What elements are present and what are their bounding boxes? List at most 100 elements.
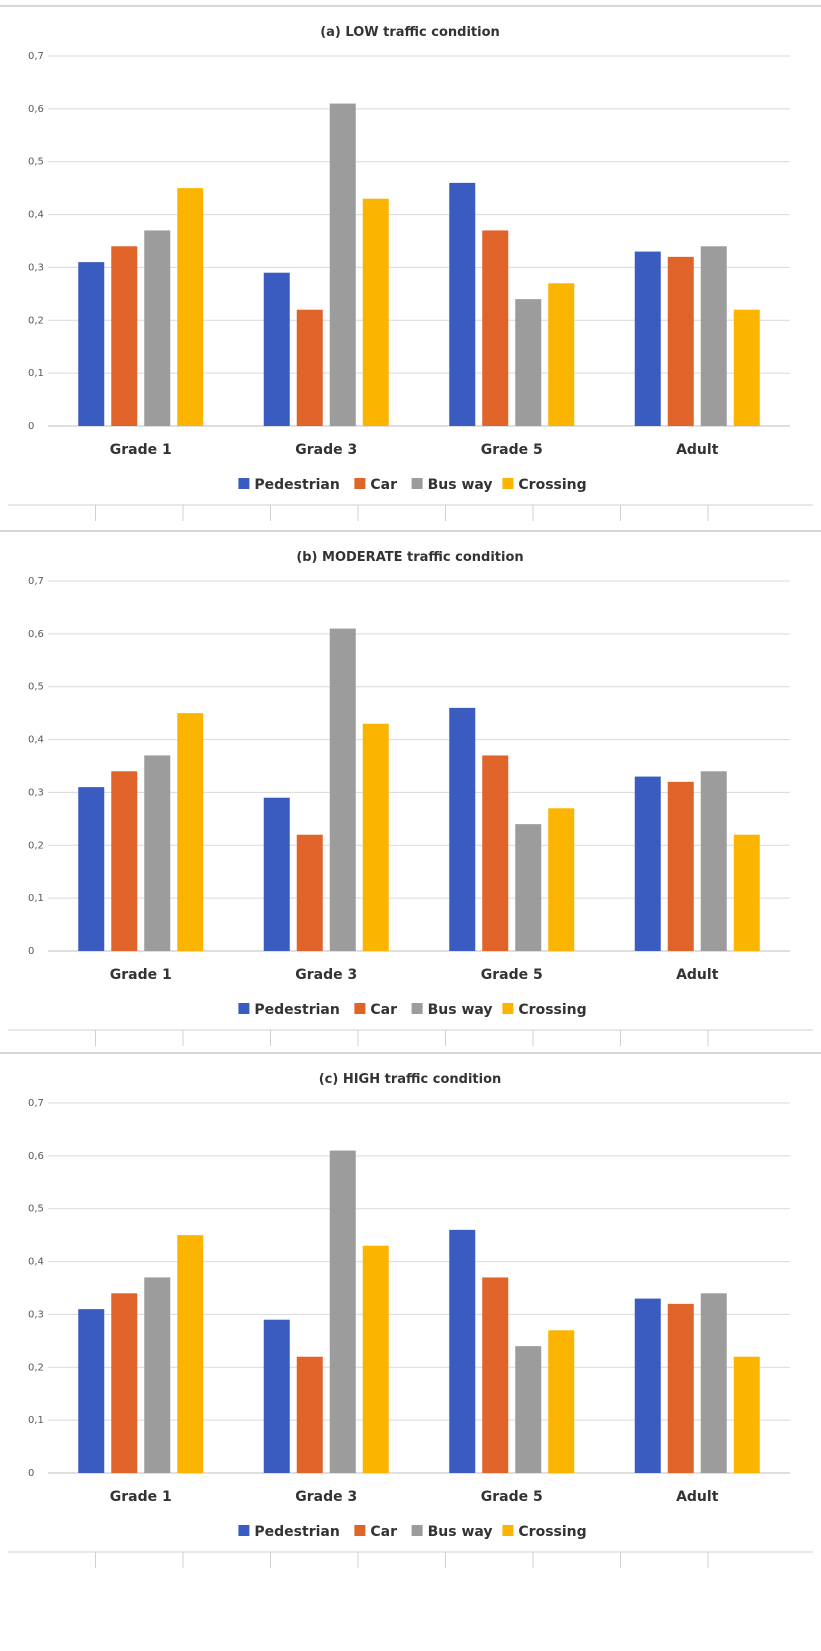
- legend-label: Car: [370, 1524, 397, 1540]
- legend-swatch-bus-way: [411, 478, 423, 489]
- bar-bus-way-grade-1: [144, 755, 171, 951]
- bar-crossing-grade-5: [548, 283, 575, 426]
- legend-swatch-bus-way: [411, 1003, 423, 1014]
- bar-car-grade-1: [111, 1293, 138, 1473]
- bar-crossing-adult: [733, 834, 760, 951]
- bar-car-grade-3: [296, 1356, 323, 1473]
- x-tick-label: Grade 1: [110, 1489, 172, 1505]
- y-tick-label: 0: [28, 946, 34, 957]
- bar-crossing-grade-1: [177, 1235, 204, 1473]
- bar-bus-way-grade-1: [144, 230, 171, 426]
- bar-car-grade-1: [111, 246, 138, 426]
- y-tick-label: 0,1: [28, 893, 44, 904]
- bar-crossing-grade-1: [177, 188, 204, 426]
- x-tick-label: Grade 5: [481, 1489, 543, 1505]
- bar-bus-way-grade-3: [329, 628, 356, 951]
- legend-label: Car: [370, 477, 397, 493]
- y-tick-label: 0,5: [28, 682, 44, 693]
- bar-pedestrian-grade-1: [78, 787, 105, 951]
- legend-swatch-pedestrian: [238, 1003, 250, 1014]
- bar-car-grade-5: [482, 230, 509, 426]
- chart-panel-3: (c) HIGH traffic condition 0 0,1 0,2 0,3 0,4 0…: [0, 1052, 821, 1568]
- chart-title: (c) HIGH traffic condition: [319, 1072, 502, 1087]
- y-tick-label: 0,3: [28, 787, 44, 798]
- bar-pedestrian-grade-5: [449, 182, 476, 426]
- legend-label: Pedestrian: [254, 477, 339, 493]
- y-tick-label: 0,1: [28, 1415, 44, 1426]
- x-tick-label: Grade 5: [481, 967, 543, 983]
- x-tick-label: Grade 3: [295, 442, 357, 458]
- bar-crossing-adult: [733, 309, 760, 426]
- bar-pedestrian-adult: [634, 776, 661, 951]
- bar-bus-way-adult: [700, 1293, 727, 1473]
- x-tick-label: Grade 1: [110, 442, 172, 458]
- x-tick-label: Adult: [676, 967, 719, 983]
- bar-pedestrian-grade-5: [449, 1229, 476, 1473]
- bar-pedestrian-adult: [634, 251, 661, 426]
- y-tick-label: 0,6: [28, 104, 44, 115]
- legend-label: Crossing: [518, 1002, 586, 1018]
- bar-pedestrian-grade-3: [263, 797, 290, 951]
- bar-bus-way-grade-5: [515, 299, 542, 426]
- y-tick-label: 0,2: [28, 1362, 44, 1373]
- bar-pedestrian-grade-3: [263, 1319, 290, 1473]
- y-tick-label: 0,7: [28, 51, 44, 62]
- legend-swatch-crossing: [502, 1525, 514, 1536]
- bar-bus-way-grade-5: [515, 824, 542, 951]
- y-tick-label: 0,7: [28, 576, 44, 587]
- legend-label: Crossing: [518, 1524, 586, 1540]
- y-tick-label: 0: [28, 1468, 34, 1479]
- bar-car-grade-5: [482, 1277, 509, 1473]
- legend-label: Bus way: [428, 1002, 493, 1018]
- legend-label: Bus way: [428, 1524, 493, 1540]
- bar-crossing-grade-5: [548, 808, 575, 951]
- bar-car-grade-1: [111, 771, 138, 951]
- y-tick-label: 0,4: [28, 210, 44, 221]
- bar-pedestrian-grade-5: [449, 707, 476, 951]
- chart-panel-1: (a) LOW traffic condition 0 0,1 0,2 0,3 0,4 0,…: [0, 5, 821, 521]
- y-tick-label: 0,5: [28, 157, 44, 168]
- y-tick-label: 0,6: [28, 629, 44, 640]
- legend-swatch-crossing: [502, 478, 514, 489]
- y-tick-label: 0,3: [28, 262, 44, 273]
- bar-bus-way-grade-5: [515, 1346, 542, 1473]
- bar-pedestrian-adult: [634, 1298, 661, 1473]
- y-tick-label: 0: [28, 421, 34, 432]
- bar-crossing-grade-3: [362, 723, 389, 951]
- bar-crossing-adult: [733, 1356, 760, 1473]
- legend-swatch-car: [354, 1003, 366, 1014]
- bar-car-grade-5: [482, 755, 509, 951]
- y-tick-label: 0,5: [28, 1204, 44, 1215]
- bar-pedestrian-grade-1: [78, 1309, 105, 1473]
- y-tick-label: 0,2: [28, 840, 44, 851]
- y-tick-label: 0,1: [28, 368, 44, 379]
- legend-swatch-bus-way: [411, 1525, 423, 1536]
- bar-bus-way-grade-1: [144, 1277, 171, 1473]
- legend-label: Pedestrian: [254, 1002, 339, 1018]
- legend-label: Pedestrian: [254, 1524, 339, 1540]
- legend-swatch-pedestrian: [238, 478, 250, 489]
- bar-crossing-grade-3: [362, 1245, 389, 1473]
- bar-car-adult: [667, 781, 694, 951]
- legend-swatch-pedestrian: [238, 1525, 250, 1536]
- legend-swatch-car: [354, 478, 366, 489]
- legend-label: Bus way: [428, 477, 493, 493]
- y-tick-label: 0,4: [28, 735, 44, 746]
- y-tick-label: 0,6: [28, 1151, 44, 1162]
- y-tick-label: 0,2: [28, 315, 44, 326]
- bar-car-adult: [667, 1303, 694, 1473]
- chart-title: (a) LOW traffic condition: [320, 25, 500, 40]
- bar-car-grade-3: [296, 834, 323, 951]
- legend-swatch-crossing: [502, 1003, 514, 1014]
- bar-bus-way-adult: [700, 771, 727, 951]
- x-tick-label: Grade 3: [295, 1489, 357, 1505]
- bar-crossing-grade-1: [177, 713, 204, 951]
- x-tick-label: Adult: [676, 1489, 719, 1505]
- bar-car-grade-3: [296, 309, 323, 426]
- x-tick-label: Adult: [676, 442, 719, 458]
- x-tick-label: Grade 3: [295, 967, 357, 983]
- chart-panel-2: (b) MODERATE traffic condition 0 0,1 0,2 0,3…: [0, 530, 821, 1046]
- bar-pedestrian-grade-3: [263, 272, 290, 426]
- y-tick-label: 0,3: [28, 1309, 44, 1320]
